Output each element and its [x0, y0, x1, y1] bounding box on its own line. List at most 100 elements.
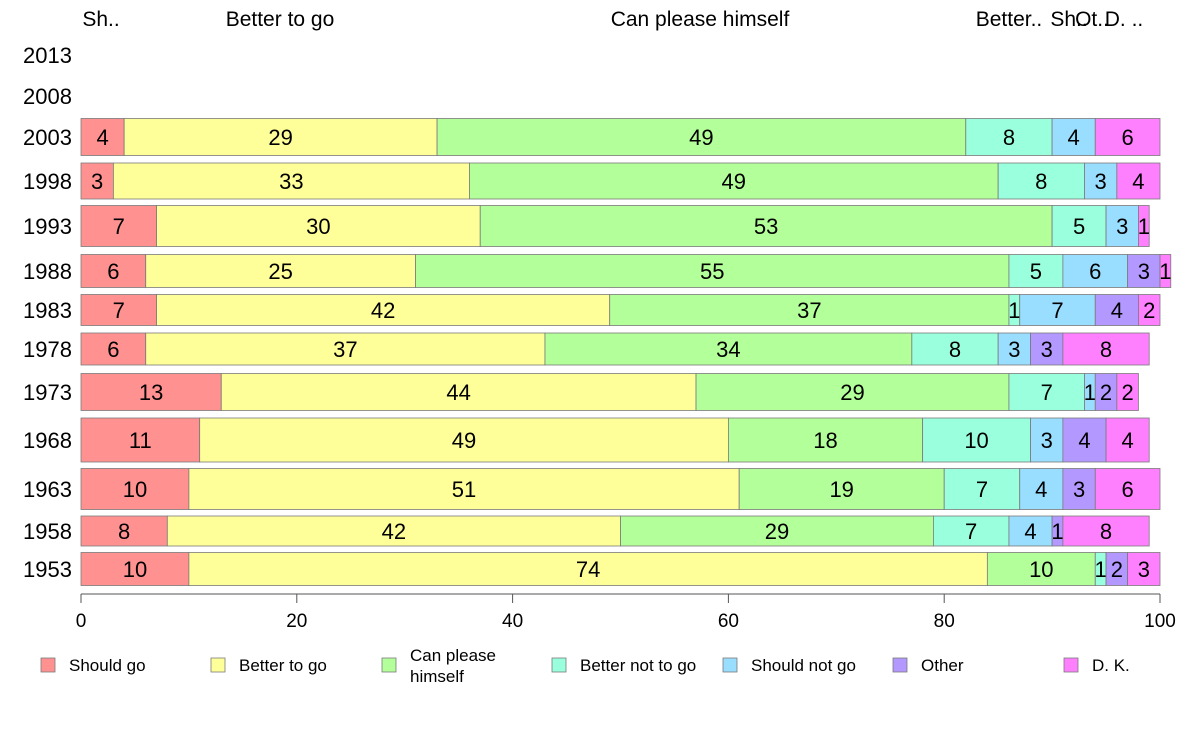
data-label: 1: [1051, 519, 1063, 544]
data-label: 3: [1041, 428, 1053, 453]
data-label: 2: [1111, 557, 1123, 582]
y-tick-label: 2013: [23, 43, 72, 68]
data-label: 1: [1159, 259, 1171, 284]
bar-segment: [80, 468, 190, 510]
legend-label: Other: [921, 656, 964, 675]
x-tick-label: 40: [502, 611, 523, 632]
bar-segment: [469, 162, 999, 200]
data-label: 74: [576, 557, 600, 582]
bar-segment: [80, 118, 125, 156]
legend-label: Should not go: [751, 656, 856, 675]
legend: Should go Better to go Can please himself Be…: [40, 646, 1130, 686]
bar-segment: [166, 515, 621, 547]
y-tick-label: 1978: [23, 337, 72, 362]
bar-segment: [80, 294, 157, 326]
bar-segment: [156, 294, 611, 326]
data-label: 4: [1132, 169, 1144, 194]
data-label: 33: [279, 169, 303, 194]
data-label: 1: [1095, 557, 1107, 582]
bar-segment: [156, 205, 481, 247]
bar-segment: [1008, 254, 1064, 288]
top-series-label: D. ..: [1105, 8, 1144, 31]
bar-segment: [145, 254, 416, 288]
bar-segment: [145, 332, 546, 366]
bar-segment: [1094, 118, 1161, 156]
data-label: 10: [964, 428, 988, 453]
data-label: 4: [1122, 428, 1134, 453]
y-tick-label: 1973: [23, 380, 72, 405]
bar-segment: [1019, 294, 1096, 326]
data-label: 2: [1143, 298, 1155, 323]
bar-segment: [997, 162, 1085, 200]
data-label: 6: [107, 337, 119, 362]
bar-segment: [1116, 373, 1139, 411]
data-label: 6: [1122, 125, 1134, 150]
y-tick-label: 1983: [23, 298, 72, 323]
y-tick-label: 1953: [23, 557, 72, 582]
data-label: 2: [1100, 380, 1112, 405]
x-tick-label: 100: [1144, 611, 1176, 632]
top-series-label: Ot..: [1075, 8, 1109, 31]
data-label: 4: [1078, 428, 1090, 453]
bar-segment: [80, 205, 157, 247]
data-label: 49: [722, 169, 746, 194]
bar-segment: [479, 205, 1053, 247]
legend-label: Should go: [69, 656, 146, 675]
data-label: 8: [1035, 169, 1047, 194]
data-label: 5: [1030, 259, 1042, 284]
top-series-label: Better to go: [226, 8, 335, 31]
data-label: 55: [700, 259, 724, 284]
data-label: 49: [452, 428, 476, 453]
data-label: 1: [1084, 380, 1096, 405]
bar-segment: [986, 552, 1096, 586]
data-label: 49: [689, 125, 713, 150]
data-label: 37: [333, 337, 357, 362]
legend-swatch: [722, 657, 738, 673]
bar-segment: [1062, 468, 1096, 510]
bar-segment: [80, 552, 190, 586]
top-series-label: Sh..: [82, 8, 119, 31]
legend-swatch: [1063, 657, 1079, 673]
bar-segment: [1051, 205, 1107, 247]
legend-label: Better to go: [239, 656, 327, 675]
bar-segment: [1062, 254, 1129, 288]
bar-segment: [436, 118, 967, 156]
data-label: 3: [1095, 169, 1107, 194]
data-label: 8: [1100, 337, 1112, 362]
data-label: 4: [1111, 298, 1123, 323]
data-label: 7: [1051, 298, 1063, 323]
legend-label: Better not to go: [580, 656, 696, 675]
bar-segment: [1094, 294, 1139, 326]
data-label: 3: [1138, 259, 1150, 284]
data-label: 11: [129, 428, 152, 453]
data-label: 44: [446, 380, 470, 405]
bar-segment: [1159, 254, 1172, 288]
data-label: 3: [1116, 214, 1128, 239]
data-label: 13: [139, 380, 163, 405]
top-series-label: Better..: [976, 8, 1043, 31]
data-label: 3: [1041, 337, 1053, 362]
x-axis: 0 20 40 60 80 100: [76, 593, 1176, 632]
bar-segment: [943, 468, 1021, 510]
y-tick-label: 1993: [23, 214, 72, 239]
data-label: 29: [268, 125, 292, 150]
bar-segment: [609, 294, 1010, 326]
data-label: 7: [965, 519, 977, 544]
bar-segment: [728, 417, 924, 463]
bar-segment: [1138, 294, 1161, 326]
data-label: 4: [1035, 477, 1047, 502]
bar-segment: [1116, 162, 1161, 200]
x-tick-label: 20: [286, 611, 307, 632]
y-tick-label: 1988: [23, 259, 72, 284]
y-tick-label: 2003: [23, 125, 72, 150]
data-label: 18: [813, 428, 837, 453]
y-tick-label: 1963: [23, 477, 72, 502]
bar-segment: [199, 417, 729, 463]
data-label: 1: [1008, 298, 1020, 323]
data-label: 8: [949, 337, 961, 362]
bar-segment: [80, 373, 222, 411]
data-label: 7: [113, 298, 125, 323]
x-tick-label: 80: [934, 611, 955, 632]
data-label: 6: [1122, 477, 1134, 502]
data-label: 10: [1029, 557, 1053, 582]
